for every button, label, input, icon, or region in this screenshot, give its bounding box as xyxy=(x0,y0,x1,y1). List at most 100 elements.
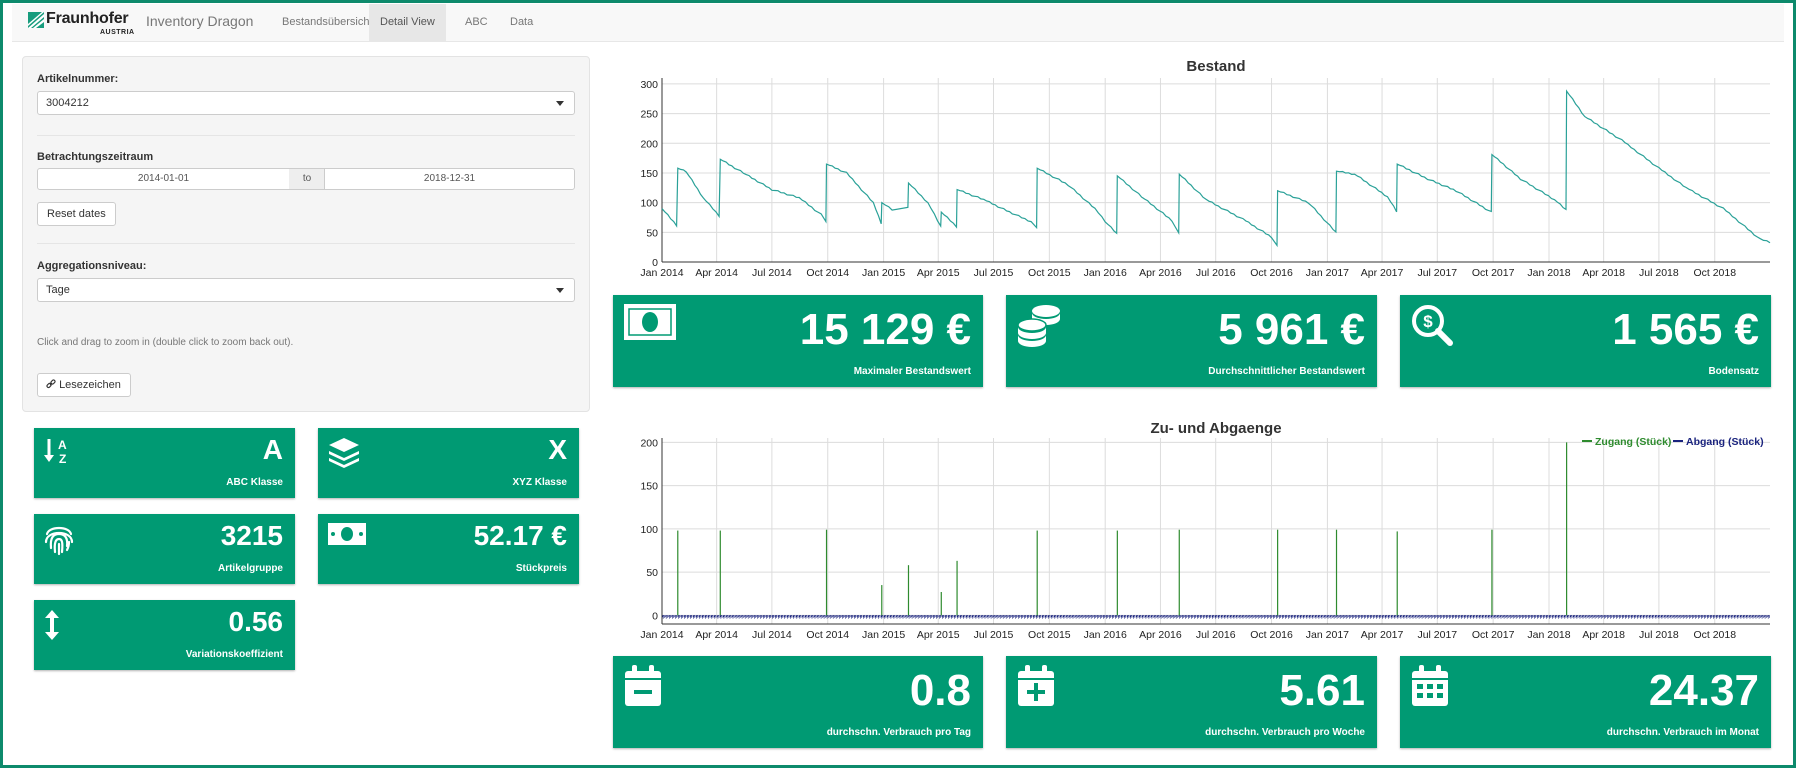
navbar: Fraunhofer AUSTRIA Inventory Dragon Best… xyxy=(12,4,1784,42)
layers-icon xyxy=(329,438,359,468)
x-tick-label: Oct 2014 xyxy=(806,629,849,641)
app-title[interactable]: Inventory Dragon xyxy=(146,13,254,29)
unit-price-label: Stückpreis xyxy=(515,563,567,574)
x-tick-label: Jul 2015 xyxy=(974,267,1014,279)
xyz-class-box: X XYZ Klasse xyxy=(318,428,579,498)
x-tick-label: Apr 2015 xyxy=(917,629,960,641)
consumption-per-week-label: durchschn. Verbrauch pro Woche xyxy=(1205,727,1365,738)
chevron-down-icon xyxy=(556,101,564,106)
divider xyxy=(37,243,575,244)
x-tick-label: Oct 2015 xyxy=(1028,629,1071,641)
x-tick-label: Apr 2015 xyxy=(917,267,960,279)
y-tick-label: 100 xyxy=(640,524,658,536)
x-tick-label: Jan 2015 xyxy=(862,267,905,279)
residual-stock-label: Bodensatz xyxy=(1708,366,1759,377)
x-tick-label: Jul 2018 xyxy=(1639,267,1679,279)
chart-title: Zu- und Abgaenge xyxy=(1150,420,1281,437)
date-from-input[interactable]: 2014-01-01 xyxy=(37,168,290,190)
bookmark-button[interactable]: Lesezeichen xyxy=(37,373,131,397)
x-tick-label: Jul 2017 xyxy=(1417,267,1457,279)
x-tick-label: Apr 2014 xyxy=(695,267,738,279)
x-tick-label: Apr 2018 xyxy=(1582,267,1625,279)
y-tick-label: 100 xyxy=(640,198,658,210)
x-tick-label: Jan 2015 xyxy=(862,629,905,641)
avg-stock-label: Durchschnittlicher Bestandswert xyxy=(1208,366,1365,377)
x-tick-label: Jul 2014 xyxy=(752,629,792,641)
consumption-per-day-label: durchschn. Verbrauch pro Tag xyxy=(826,727,971,738)
x-tick-label: Apr 2017 xyxy=(1361,629,1404,641)
abc-class-value: A xyxy=(262,434,283,465)
svg-text:Z: Z xyxy=(59,452,66,466)
x-tick-label: Apr 2016 xyxy=(1139,267,1182,279)
money-bill-icon xyxy=(624,304,676,340)
sidebar-panel: Artikelnummer: 3004212 Betrachtungszeitr… xyxy=(22,56,590,412)
x-tick-label: Oct 2015 xyxy=(1028,267,1071,279)
sort-alpha-icon: A Z xyxy=(44,438,67,466)
max-stock-value-box: 15 129 € Maximaler Bestandswert xyxy=(613,295,983,387)
consumption-per-month-box: 24.37 durchschn. Verbrauch im Monat xyxy=(1400,656,1771,748)
inflow-outflow-chart[interactable]: Zu- und Abgaenge Jan 2014 Apr 2014 Jul 2014… xyxy=(620,410,1780,650)
logo-text: Fraunhofer xyxy=(46,10,129,27)
money-bill-icon xyxy=(328,523,366,545)
xyz-class-value: X xyxy=(548,434,567,465)
x-tick-label: Jan 2018 xyxy=(1527,267,1570,279)
logo-mark-icon xyxy=(28,12,44,28)
tab-abc[interactable]: ABC xyxy=(465,16,488,28)
y-tick-label: 250 xyxy=(640,109,658,121)
x-tick-label: Jan 2017 xyxy=(1306,629,1349,641)
y-tick-label: 200 xyxy=(640,138,658,150)
reset-dates-button[interactable]: Reset dates xyxy=(37,202,116,226)
tab-data[interactable]: Data xyxy=(510,16,534,28)
y-tick-label: 300 xyxy=(640,79,658,91)
article-select-value: 3004212 xyxy=(46,97,89,109)
x-tick-label: Oct 2016 xyxy=(1250,629,1293,641)
variation-coefficient-label: Variationskoeffizient xyxy=(185,649,283,660)
tab-bestandsuebersicht[interactable]: Bestandsübersicht xyxy=(282,16,373,28)
stock-chart[interactable]: Bestand Jan 2014 Apr 2014 Jul 2014 Oct 2014 J… xyxy=(620,48,1780,288)
article-select[interactable]: 3004212 xyxy=(37,91,575,115)
x-tick-label: Jul 2017 xyxy=(1417,629,1457,641)
x-tick-label: Apr 2017 xyxy=(1361,267,1404,279)
chevron-down-icon xyxy=(556,288,564,293)
avg-stock-value: 5 961 € xyxy=(1218,305,1365,354)
fraunhofer-logo[interactable]: Fraunhofer AUSTRIA xyxy=(28,10,138,38)
variation-coefficient-value: 0.56 xyxy=(228,606,284,637)
consumption-per-day-box: 0.8 durchschn. Verbrauch pro Tag xyxy=(613,656,983,748)
logo-subtext: AUSTRIA xyxy=(100,29,135,36)
y-tick-label: 200 xyxy=(640,437,658,449)
article-group-value: 3215 xyxy=(220,520,283,551)
aggregation-select[interactable]: Tage xyxy=(37,278,575,302)
chart-title: Bestand xyxy=(1186,58,1245,75)
x-tick-label: Jul 2014 xyxy=(752,267,792,279)
calendar-minus-icon xyxy=(625,665,661,706)
coins-icon xyxy=(1017,305,1060,347)
link-icon xyxy=(46,379,56,389)
consumption-per-month-label: durchschn. Verbrauch im Monat xyxy=(1606,727,1759,738)
y-tick-label: 150 xyxy=(640,168,658,180)
xyz-class-label: XYZ Klasse xyxy=(512,477,567,488)
article-label: Artikelnummer: xyxy=(37,73,119,85)
x-tick-label: Jul 2016 xyxy=(1196,629,1236,641)
date-to-input[interactable]: 2018-12-31 xyxy=(324,168,575,190)
x-tick-label: Jul 2016 xyxy=(1196,267,1236,279)
x-tick-label: Jul 2018 xyxy=(1639,629,1679,641)
aggregation-label: Aggregationsniveau: xyxy=(37,260,147,272)
x-tick-label: Jan 2016 xyxy=(1084,267,1127,279)
aggregation-select-value: Tage xyxy=(46,284,70,296)
variation-coefficient-box: 0.56 Variationskoeffizient xyxy=(34,600,295,670)
date-to-addon: to xyxy=(289,168,325,190)
tab-detail-view[interactable]: Detail View xyxy=(369,4,446,41)
x-tick-label: Oct 2016 xyxy=(1250,267,1293,279)
consumption-per-month-value: 24.37 xyxy=(1648,666,1759,715)
max-stock-label: Maximaler Bestandswert xyxy=(853,366,971,377)
legend-abgang-label: Abgang (Stück) xyxy=(1686,436,1764,448)
search-dollar-icon: $ xyxy=(1412,305,1453,346)
svg-text:A: A xyxy=(58,438,67,452)
x-tick-label: Jul 2015 xyxy=(974,629,1014,641)
x-tick-label: Jan 2018 xyxy=(1527,629,1570,641)
period-label: Betrachtungszeitraum xyxy=(37,151,154,163)
x-tick-label: Oct 2014 xyxy=(806,267,849,279)
article-group-label: Artikelgruppe xyxy=(217,563,283,574)
x-tick-label: Apr 2016 xyxy=(1139,629,1182,641)
